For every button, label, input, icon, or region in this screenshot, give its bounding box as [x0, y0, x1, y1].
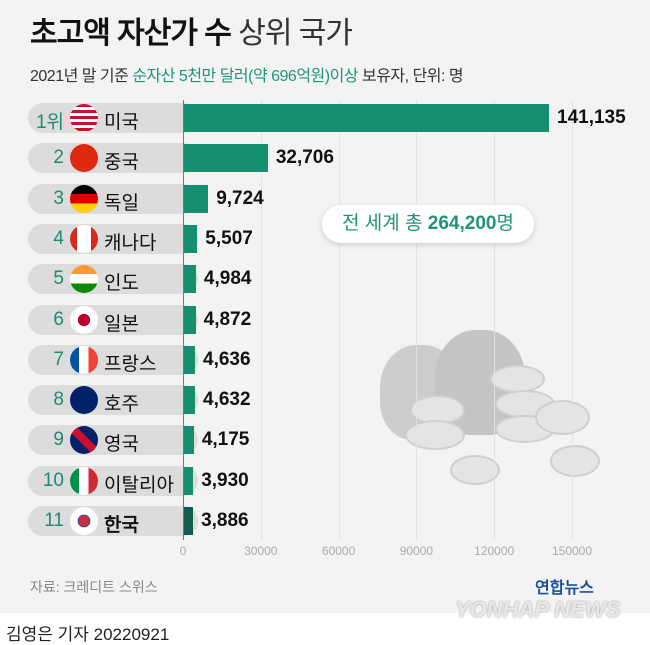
- rank-label: 5: [53, 268, 64, 290]
- country-row-label: [28, 506, 198, 536]
- au-flag-icon: [70, 386, 98, 415]
- ca-flag-icon: [70, 224, 98, 253]
- yonhap-logo-kr: 연합뉴스: [535, 580, 594, 597]
- gridline: [494, 100, 496, 540]
- value-label: 5,507: [205, 227, 253, 249]
- bar: [183, 386, 195, 415]
- country-row-label: [28, 143, 198, 174]
- country-name: 프랑스: [104, 353, 157, 375]
- subtitle: 2021년 말 기준 순자산 5천만 달러(약 696억원)이상 보유자, 단위…: [30, 62, 464, 86]
- country-row-label: [28, 425, 198, 456]
- rank-label: 2: [53, 147, 64, 169]
- bar: [183, 184, 209, 213]
- bar: [183, 305, 196, 334]
- country-name: 일본: [104, 313, 139, 335]
- page-title: 초고액 자산가 수 상위 국가: [30, 8, 353, 52]
- world-total-badge: 전 세계 총 264,200명: [322, 205, 534, 243]
- x-tick-label: 150000: [551, 544, 593, 558]
- bar: [183, 345, 196, 374]
- de-flag-icon: [70, 184, 98, 213]
- gb-flag-icon: [70, 426, 98, 455]
- gridline: [572, 100, 573, 540]
- country-name: 영국: [104, 434, 139, 456]
- source-note: 자료: 크레디트 스위스: [30, 579, 158, 595]
- jp-flag-icon: [70, 305, 98, 334]
- bar: [183, 426, 194, 455]
- country-name: 이탈리아: [104, 474, 174, 496]
- x-tick-label: 90000: [399, 544, 434, 558]
- country-row-label: [28, 304, 198, 335]
- gridline: [338, 100, 340, 540]
- rank-label: 10: [42, 469, 64, 491]
- rank-label: 1위: [35, 112, 64, 133]
- us-flag-icon: [70, 104, 98, 132]
- rank-label: 3: [53, 187, 64, 209]
- rank-label: 7: [53, 348, 64, 370]
- x-tick-label: 60000: [321, 544, 356, 558]
- country-row-label: [28, 344, 198, 375]
- country-row-label: [28, 385, 198, 416]
- byline: 김영은 기자 20220921: [6, 625, 170, 644]
- country-name: 중국: [104, 152, 139, 174]
- kr-flag-icon: [70, 507, 98, 535]
- title-bold: 초고액 자산가 수: [30, 17, 232, 50]
- country-name: 캐나다: [104, 232, 157, 254]
- value-label: 4,872: [203, 308, 252, 330]
- total-unit: 명: [496, 213, 514, 234]
- country-row-label: [28, 103, 198, 133]
- total-label: 전 세계 총: [342, 213, 428, 234]
- bar: [183, 224, 198, 253]
- bar: [183, 144, 268, 173]
- value-label: 32,706: [275, 147, 334, 169]
- fr-flag-icon: [70, 345, 98, 374]
- y-axis-line: [183, 100, 184, 540]
- country-row-label: [28, 223, 198, 254]
- rank-label: 6: [53, 308, 64, 330]
- x-tick-label: 0: [179, 544, 187, 558]
- subtitle-pre: 2021년 말 기준: [30, 68, 133, 85]
- in-flag-icon: [70, 265, 98, 294]
- rank-label: 9: [53, 429, 64, 451]
- title-light: 상위 국가: [238, 17, 353, 50]
- country-name: 인도: [104, 273, 139, 295]
- subtitle-highlight: 순자산 5천만 달러(약 696억원)이상: [132, 68, 359, 85]
- bar: [183, 104, 549, 132]
- value-label: 141,135: [557, 107, 626, 128]
- rank-label: 11: [44, 510, 64, 531]
- bar: [183, 466, 194, 495]
- value-label: 4,175: [201, 429, 250, 451]
- country-name: 미국: [104, 112, 139, 133]
- value-label: 4,632: [203, 389, 251, 411]
- total-value: 264,200: [427, 213, 497, 234]
- country-row-label: [28, 264, 198, 295]
- value-label: 3,886: [201, 510, 249, 531]
- gridline: [416, 100, 418, 540]
- value-label: 4,984: [203, 268, 252, 290]
- x-tick-label: 120000: [474, 544, 515, 558]
- country-name: 한국: [104, 515, 139, 536]
- country-name: 호주: [104, 394, 139, 416]
- value-label: 3,930: [201, 469, 249, 491]
- cn-flag-icon: [70, 144, 98, 173]
- value-label: 9,724: [216, 187, 264, 209]
- value-label: 4,636: [203, 348, 251, 370]
- bar: [183, 265, 196, 294]
- gridline: [260, 100, 262, 540]
- country-row-label: [28, 465, 198, 496]
- bar: [183, 507, 194, 535]
- subtitle-post: 보유자, 단위: 명: [358, 68, 464, 85]
- x-tick-label: 30000: [244, 544, 278, 558]
- rank-label: 8: [53, 389, 64, 411]
- it-flag-icon: [70, 466, 98, 495]
- country-name: 독일: [104, 192, 139, 214]
- rank-label: 4: [53, 227, 64, 249]
- yonhap-watermark: YONHAP NEWS: [455, 597, 621, 622]
- bar-chart: 0 30000 60000 90000 120000 150000 1위 미국 141,135 2…: [28, 100, 626, 558]
- country-row-label: [28, 183, 198, 214]
